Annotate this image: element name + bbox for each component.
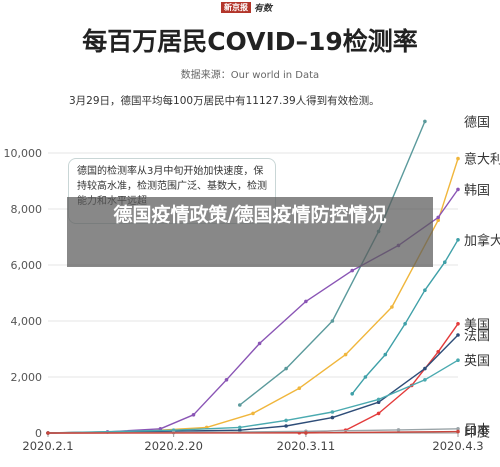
data-point: [191, 413, 196, 417]
y-tick-label: 6,000: [11, 259, 43, 272]
data-point: [251, 411, 255, 416]
series-end-label: 意大利: [464, 152, 500, 168]
data-point: [257, 341, 262, 346]
data-point: [350, 268, 355, 273]
series-end-label: 法国: [464, 329, 490, 344]
data-point: [304, 431, 308, 435]
data-point: [423, 378, 427, 382]
data-point: [363, 375, 368, 379]
series-end-label: 日本: [464, 423, 490, 438]
data-point: [390, 305, 394, 309]
data-point: [436, 218, 441, 222]
publisher-badge: 新京报: [221, 2, 251, 13]
data-point: [350, 392, 355, 396]
data-point: [456, 187, 460, 192]
data-point: [456, 427, 460, 431]
series-end-label: 德国: [464, 115, 490, 130]
chart-title: 每百万居民COVID–19检测率: [82, 27, 418, 56]
data-point: [330, 410, 335, 414]
data-point: [456, 429, 460, 434]
data-point: [304, 299, 308, 304]
data-point: [376, 400, 381, 405]
germany-annotation: 3月29日，德国平均每100万居民中有11127.39人得到有效检测。: [69, 95, 380, 107]
y-tick-label: 4,000: [11, 315, 43, 328]
data-point: [456, 322, 460, 326]
data-point: [456, 358, 460, 363]
data-point: [238, 403, 242, 407]
x-tick-label: 2020.2.20: [144, 439, 203, 453]
data-point: [284, 418, 288, 423]
series-end-label: 韩国: [464, 183, 490, 198]
data-point: [284, 366, 288, 371]
data-point: [376, 397, 381, 402]
data-point: [376, 411, 381, 416]
data-point: [403, 322, 407, 326]
data-point: [456, 156, 460, 161]
x-tick-label: 2020.2.1: [22, 439, 73, 453]
data-point: [423, 288, 427, 293]
data-point: [158, 427, 163, 431]
data-point: [436, 215, 441, 220]
y-tick-label: 8,000: [11, 203, 43, 216]
data-point: [330, 319, 335, 323]
publisher-badge-extra: 有数: [254, 4, 273, 14]
series-line: [47, 323, 459, 434]
headline-overlay-text: 德国疫情政策/德国疫情防控情况: [113, 204, 387, 226]
data-point: [330, 415, 335, 420]
x-tick-label: 2020.3.11: [277, 439, 336, 453]
data-point: [456, 238, 460, 242]
data-point: [238, 428, 242, 433]
series-end-label: 印度: [464, 425, 490, 441]
data-point: [436, 350, 441, 354]
series-line: [47, 359, 459, 434]
series-end-label: 加拿大: [464, 233, 500, 249]
y-tick-label: 2,000: [11, 371, 43, 384]
data-point: [423, 119, 427, 124]
data-point: [46, 431, 50, 435]
data-point: [383, 352, 388, 357]
data-point: [238, 425, 242, 430]
series-end-label: 美国: [464, 318, 490, 333]
data-point: [456, 333, 460, 337]
y-tick-label: 0: [35, 427, 42, 440]
data-point: [443, 260, 447, 265]
data-point: [343, 352, 348, 357]
series-end-label: 英国: [464, 354, 490, 369]
y-tick-label: 10,000: [4, 147, 43, 160]
data-point: [423, 366, 427, 371]
data-point: [297, 386, 302, 391]
data-point: [224, 378, 229, 382]
data-point: [284, 424, 288, 428]
x-tick-label: 2020.4.3: [432, 439, 483, 453]
headline-overlay: [67, 197, 433, 267]
data-point: [396, 428, 401, 432]
data-source: 数据来源：Our world in Data: [180, 70, 320, 81]
